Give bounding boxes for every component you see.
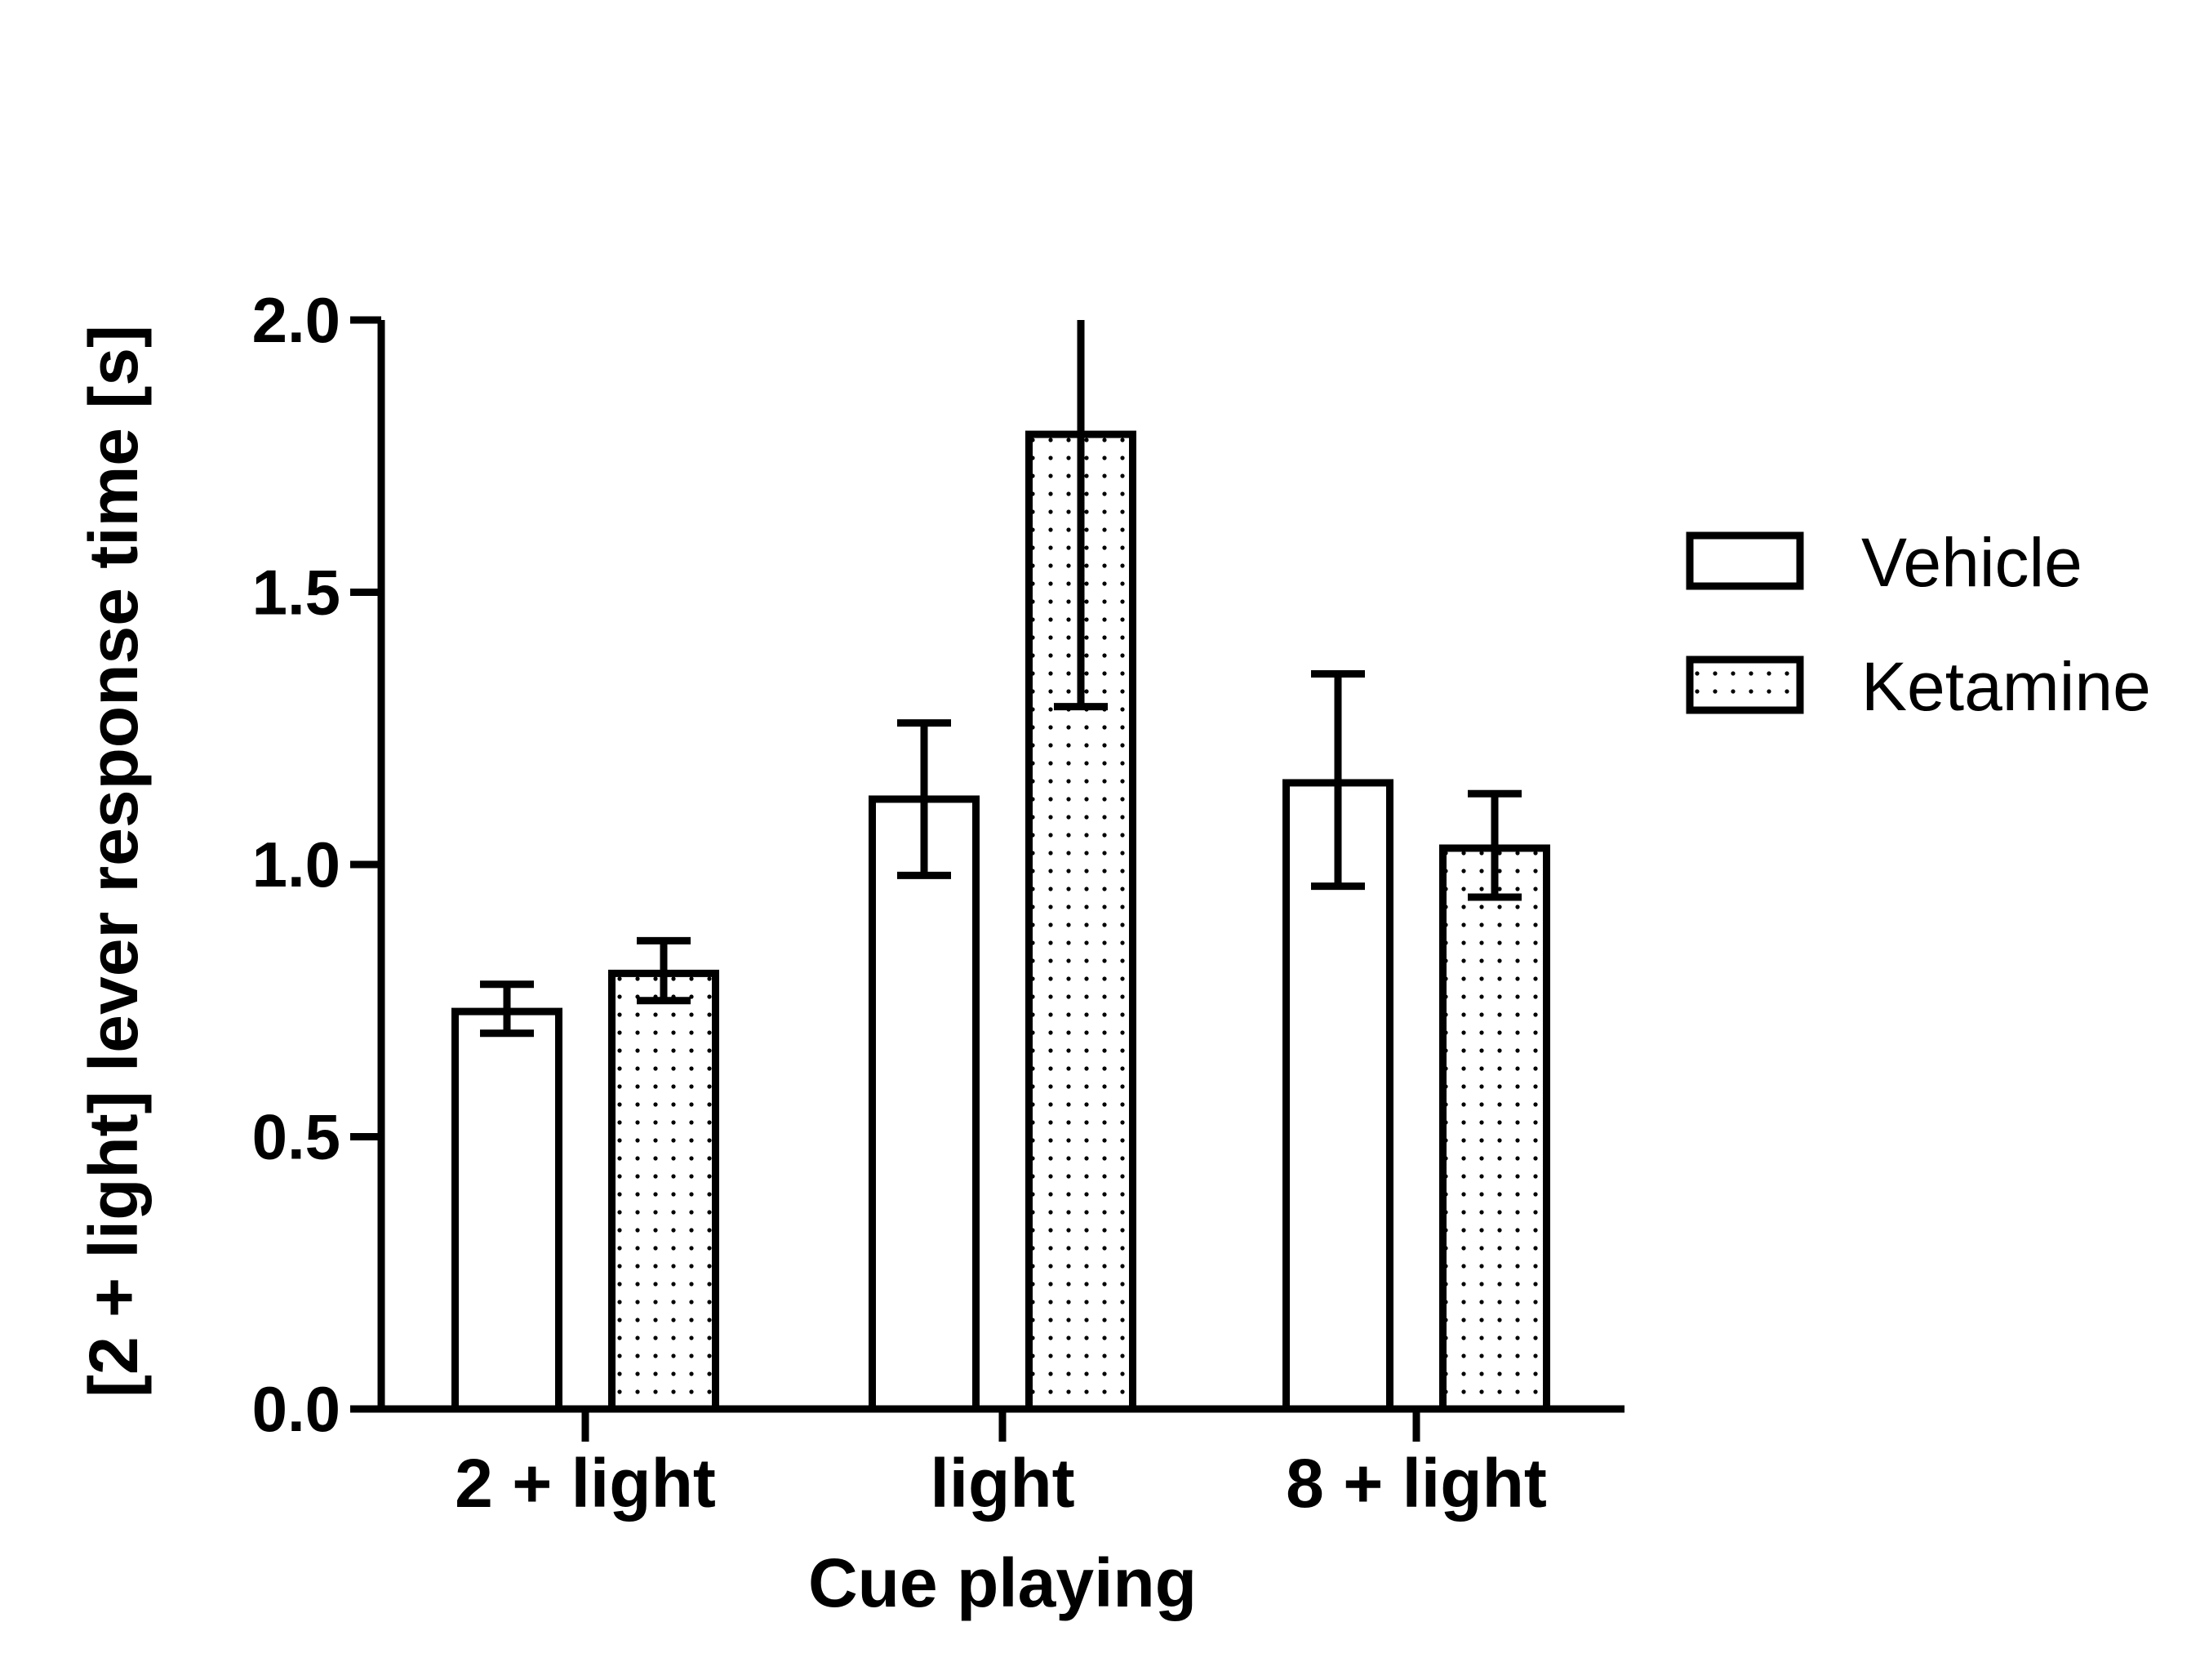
legend-label-ketamine: Ketamine bbox=[1861, 648, 2151, 725]
legend-swatch-vehicle bbox=[1686, 531, 1804, 590]
legend: Vehicle Ketamine bbox=[1686, 524, 2151, 725]
bar-vehicle bbox=[1282, 779, 1393, 1413]
axes bbox=[350, 316, 1625, 1442]
bar-ketamine bbox=[608, 969, 719, 1413]
x-tick-label: 8 + light bbox=[1286, 1445, 1547, 1522]
legend-label-vehicle: Vehicle bbox=[1861, 524, 2082, 601]
bar-vehicle bbox=[869, 795, 980, 1413]
y-tick-label: 1.5 bbox=[252, 557, 340, 629]
x-tick-label: 2 + light bbox=[455, 1445, 716, 1522]
x-tick-label: light bbox=[930, 1445, 1074, 1522]
y-tick-label: 0.0 bbox=[252, 1373, 340, 1445]
x-axis-title: Cue playing bbox=[808, 1544, 1197, 1621]
legend-swatch-ketamine bbox=[1686, 656, 1804, 714]
bar-ketamine bbox=[1439, 844, 1550, 1413]
bar-vehicle bbox=[451, 1007, 562, 1413]
bars bbox=[451, 320, 1550, 1413]
y-tick-label: 1.0 bbox=[252, 829, 340, 900]
y-tick-label: 0.5 bbox=[252, 1101, 340, 1173]
labels: 0.0 0.5 1.0 1.5 2.0 2 + light light 8 + light bbox=[252, 284, 1547, 1522]
y-tick-label: 2.0 bbox=[252, 284, 340, 356]
y-axis-title: [2 + light] lever response time [s] bbox=[75, 325, 152, 1398]
